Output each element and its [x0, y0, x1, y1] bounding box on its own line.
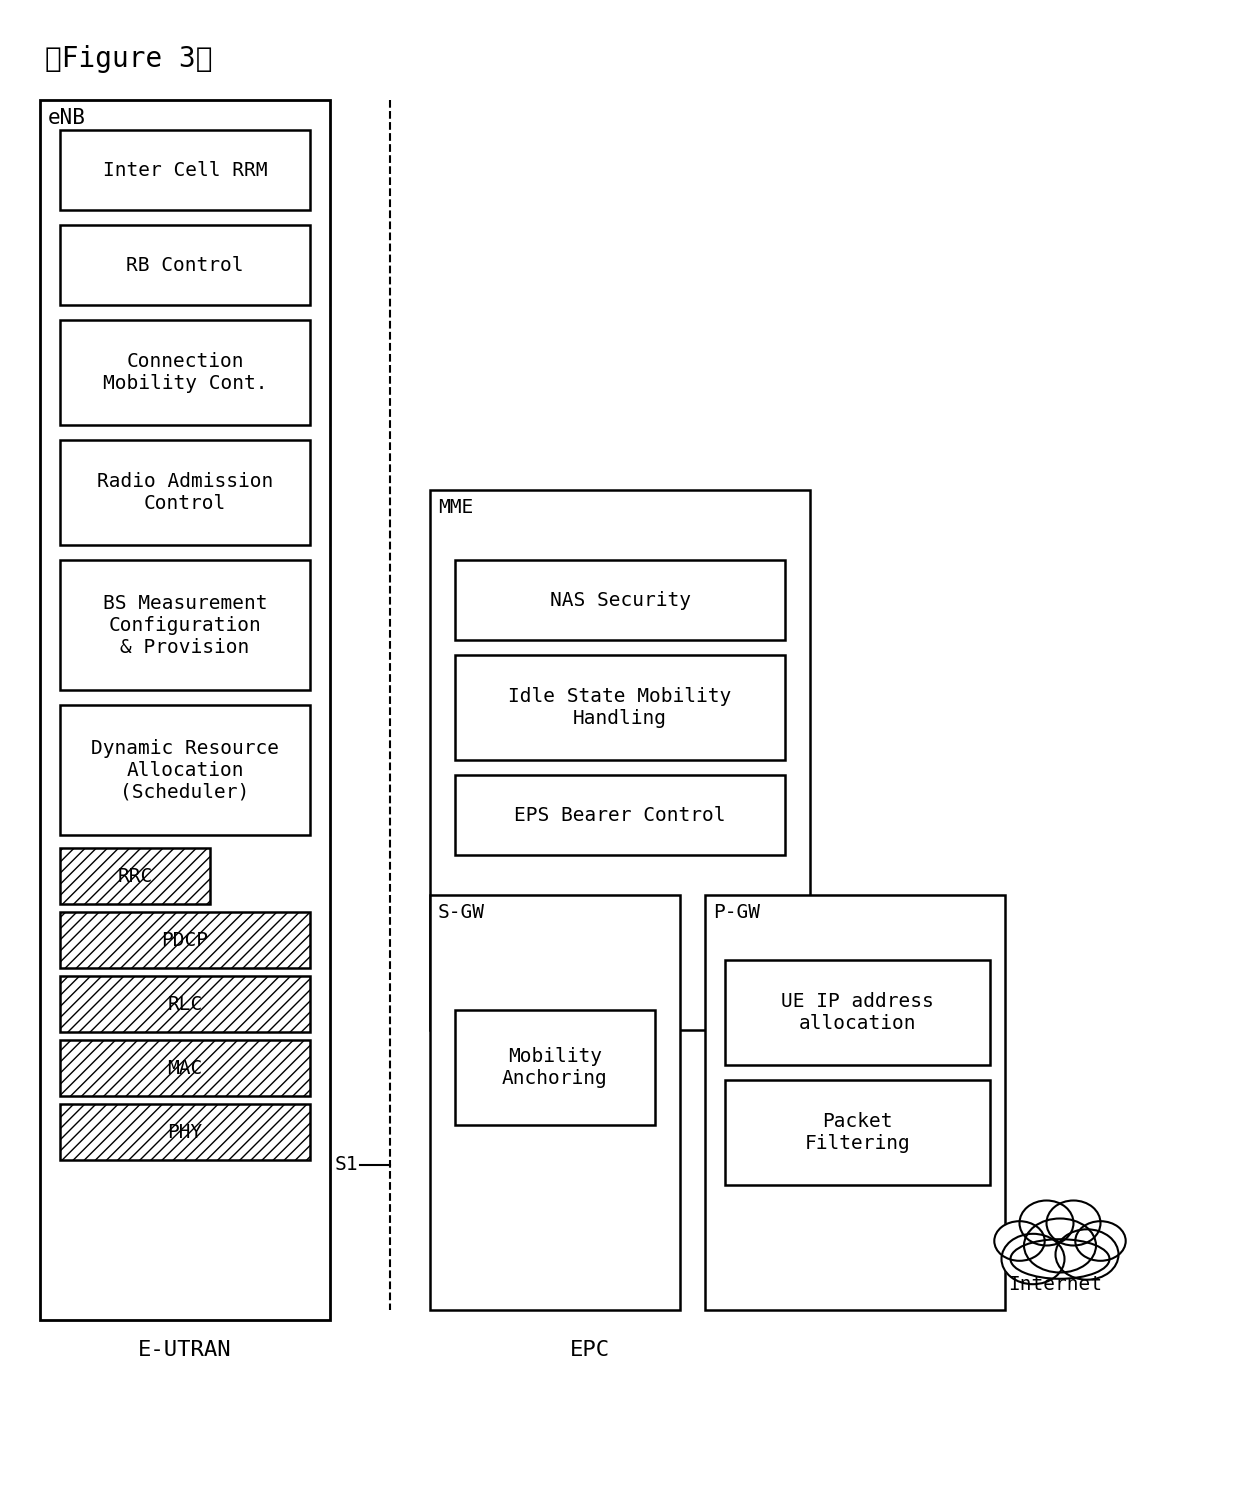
Bar	[60, 1040, 310, 1097]
Text: Dynamic Resource
Allocation
(Scheduler): Dynamic Resource Allocation (Scheduler)	[91, 739, 279, 802]
Text: eNB: eNB	[48, 108, 86, 129]
Text: PDCP: PDCP	[161, 931, 208, 950]
Bar	[455, 1010, 655, 1125]
Text: Packet
Filtering: Packet Filtering	[805, 1112, 910, 1153]
Bar	[60, 705, 310, 835]
Bar	[455, 775, 785, 856]
Ellipse shape	[1002, 1234, 1064, 1284]
Bar	[430, 491, 810, 1031]
Text: S-GW: S-GW	[438, 904, 485, 922]
Text: PHY: PHY	[167, 1122, 202, 1141]
Ellipse shape	[1055, 1230, 1118, 1279]
Bar	[60, 975, 310, 1032]
Bar	[725, 960, 990, 1065]
Ellipse shape	[1047, 1200, 1101, 1246]
Ellipse shape	[994, 1221, 1044, 1261]
Text: Inter Cell RRM: Inter Cell RRM	[103, 160, 268, 180]
Bar	[455, 560, 785, 640]
Ellipse shape	[1011, 1239, 1110, 1279]
Bar	[725, 1080, 990, 1185]
Bar	[60, 130, 310, 209]
Bar	[455, 655, 785, 760]
Text: NAS Security: NAS Security	[549, 591, 691, 609]
Bar	[60, 913, 310, 968]
Text: EPS Bearer Control: EPS Bearer Control	[515, 805, 725, 824]
Bar	[60, 560, 310, 690]
Text: Internet: Internet	[1008, 1276, 1102, 1294]
Text: E-UTRAN: E-UTRAN	[138, 1340, 232, 1360]
Bar	[60, 440, 310, 545]
Ellipse shape	[1024, 1219, 1096, 1273]
Text: MME: MME	[438, 498, 474, 518]
Text: 』Figure 3』: 』Figure 3』	[45, 45, 212, 73]
Bar	[40, 100, 330, 1319]
Text: P-GW: P-GW	[713, 904, 760, 922]
Text: S1: S1	[335, 1155, 358, 1174]
Bar	[430, 895, 680, 1310]
Text: Idle State Mobility
Handling: Idle State Mobility Handling	[508, 687, 732, 729]
Ellipse shape	[1019, 1200, 1074, 1246]
Text: RB Control: RB Control	[126, 256, 244, 274]
Text: RRC: RRC	[118, 866, 153, 886]
Text: MAC: MAC	[167, 1059, 202, 1077]
Ellipse shape	[1075, 1221, 1126, 1261]
Bar	[706, 895, 1004, 1310]
Bar	[60, 848, 210, 904]
Text: EPC: EPC	[570, 1340, 610, 1360]
Text: UE IP address
allocation: UE IP address allocation	[781, 992, 934, 1034]
Bar	[60, 320, 310, 425]
Text: BS Measurement
Configuration
& Provision: BS Measurement Configuration & Provision	[103, 594, 268, 657]
Text: Radio Admission
Control: Radio Admission Control	[97, 473, 273, 513]
Text: Connection
Mobility Cont.: Connection Mobility Cont.	[103, 352, 268, 393]
Text: Mobility
Anchoring: Mobility Anchoring	[502, 1047, 608, 1088]
Bar	[60, 1104, 310, 1159]
Bar	[60, 224, 310, 305]
Text: RLC: RLC	[167, 995, 202, 1013]
